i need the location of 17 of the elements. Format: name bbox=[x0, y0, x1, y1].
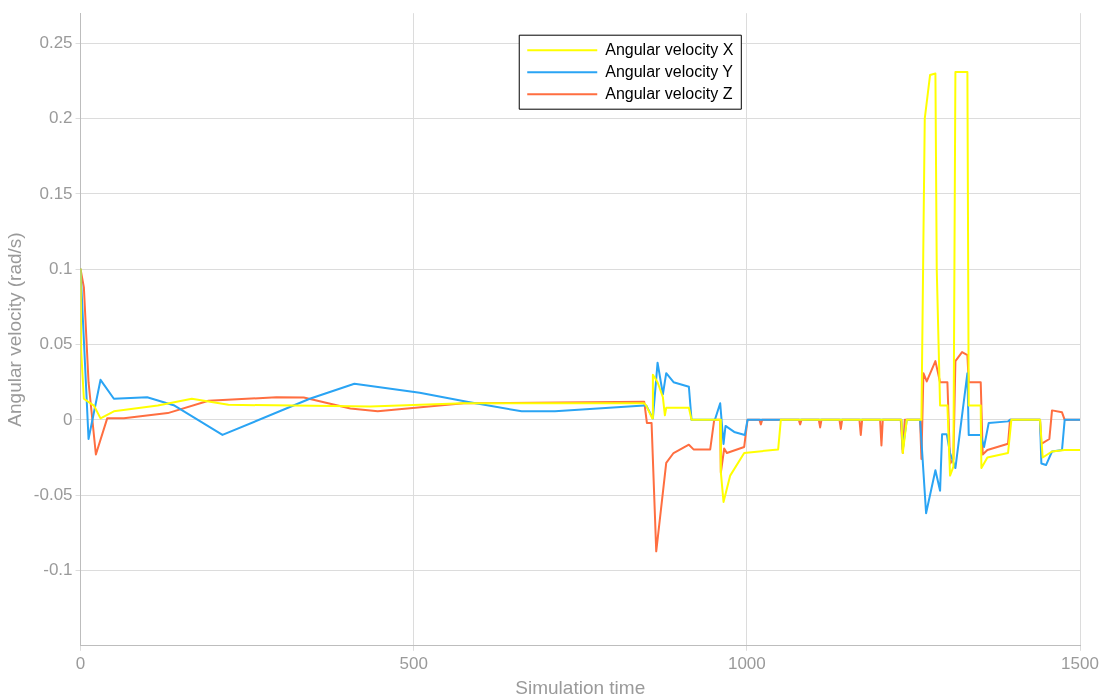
legend-label: Angular velocity Z bbox=[605, 84, 733, 102]
y-axis-title: Angular velocity (rad/s) bbox=[3, 232, 25, 427]
x-tick-label: 0 bbox=[75, 653, 86, 673]
y-tick-label: -0.05 bbox=[33, 484, 73, 504]
y-tick-label: 0.25 bbox=[39, 33, 73, 53]
legend-label: Angular velocity X bbox=[605, 40, 734, 58]
y-tick-label: -0.1 bbox=[43, 560, 73, 580]
y-tick-label: 0 bbox=[63, 409, 73, 429]
x-axis-title: Simulation time bbox=[515, 676, 646, 698]
y-tick-label: 0.15 bbox=[39, 183, 73, 203]
x-tick-label: 500 bbox=[399, 653, 428, 673]
y-tick-label: 0.2 bbox=[48, 108, 73, 128]
legend-label: Angular velocity Y bbox=[605, 62, 734, 80]
y-tick-label: 0.1 bbox=[48, 258, 73, 278]
y-tick-label: 0.05 bbox=[39, 334, 73, 354]
x-tick-label: 1000 bbox=[727, 653, 766, 673]
x-tick-label: 1500 bbox=[1061, 653, 1099, 673]
